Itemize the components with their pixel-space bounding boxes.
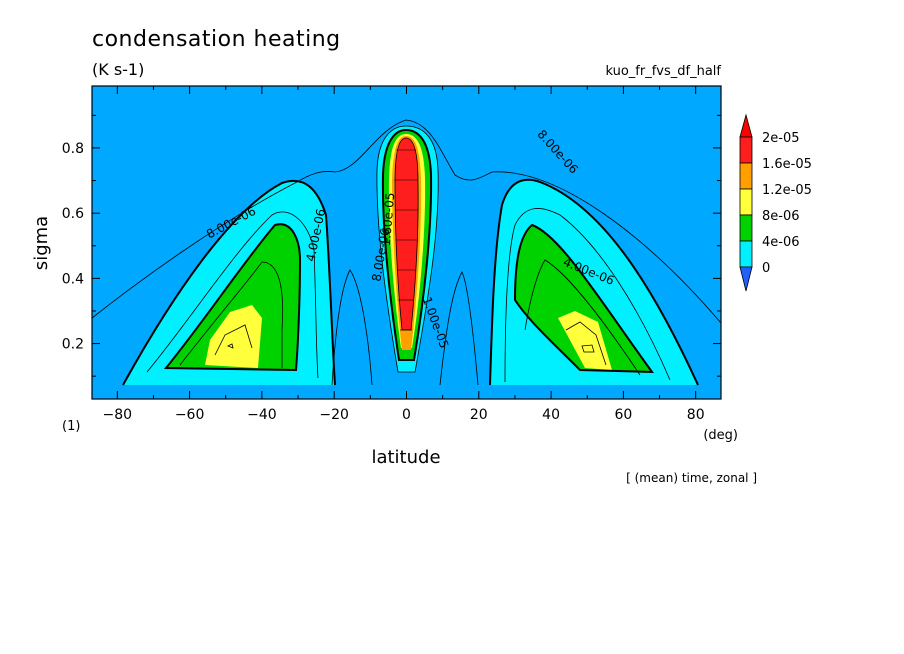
colorbar-label: 8e-06 — [762, 209, 800, 224]
x-tick-label: −40 — [247, 407, 277, 423]
colorbar-label: 1.6e-05 — [762, 157, 812, 172]
left-column-flank — [331, 269, 373, 386]
right-cell-inner-contour — [504, 208, 671, 383]
y-tick-label: 0.4 — [62, 271, 84, 287]
y-tick-label: 0.6 — [62, 206, 84, 222]
left-cell-contour-b — [214, 324, 253, 356]
left-cell-inner-contour — [146, 211, 319, 379]
left-cell-contour-a — [179, 261, 284, 368]
x-tick-label: 80 — [687, 407, 705, 423]
left-band-8e-06 — [166, 224, 300, 370]
right-cell-contour-a — [524, 259, 641, 376]
x-tick-label: −20 — [319, 407, 349, 423]
left-4e-06-contour — [122, 179, 336, 386]
x-tick-label: −80 — [103, 407, 133, 423]
colorbar-label: 0 — [762, 261, 770, 276]
contour-label: 1.60e-05 — [379, 192, 398, 247]
colorbar-under-arrow — [739, 266, 753, 292]
colorbar-swatch — [739, 162, 753, 190]
chart-units: (K s-1) — [92, 60, 144, 79]
y-axis-units: (1) — [62, 419, 80, 434]
colorbar-label: 1.2e-05 — [762, 183, 812, 198]
y-tick-label: 0.8 — [62, 141, 84, 157]
x-tick-label: 60 — [614, 407, 632, 423]
x-axis-units: (deg) — [703, 428, 738, 443]
x-axis-label: latitude — [371, 447, 440, 468]
column-8e-06-contour — [381, 128, 433, 361]
right-band-1.2e-05 — [558, 311, 612, 370]
colorbar-over-arrow — [739, 113, 753, 138]
right-8e-06-contour — [513, 223, 654, 374]
column-band-2e-05 — [395, 138, 419, 330]
colorbar-label: 4e-06 — [762, 235, 800, 250]
column-hatching — [394, 149, 418, 331]
x-tick-label: 0 — [402, 407, 411, 423]
x-tick-label: 40 — [542, 407, 560, 423]
y-axis: 0.2 0.4 0.6 0.8 — [62, 114, 721, 377]
y-axis-label: sigma — [31, 216, 52, 270]
column-contour-a — [376, 125, 439, 373]
left-cell-small-loop — [227, 343, 234, 349]
left-8e-06-contour — [163, 223, 302, 372]
left-band-1.2e-05 — [205, 305, 262, 368]
x-tick-label: −60 — [175, 407, 205, 423]
colorbar-swatch — [739, 240, 753, 268]
x-axis: −80 −60 −40 −20 0 20 40 60 80 — [103, 86, 705, 423]
plot-area: 4.00e-068.00e-064.00e-068.00e-068.00e-06… — [92, 86, 721, 399]
right-cell-contour-b — [565, 321, 607, 366]
right-column-flank — [439, 271, 479, 386]
right-4e-06-contour — [489, 178, 699, 386]
colorbar: 0 4e-06 8e-06 1.2e-05 1.6e-05 2e-05 — [739, 113, 812, 292]
footnote: [ (mean) time, zonal ] — [626, 471, 757, 485]
colorbar-swatch — [739, 136, 753, 164]
colorbar-swatch — [739, 214, 753, 242]
run-name: kuo_fr_fvs_df_half — [605, 64, 721, 79]
y-tick-label: 0.2 — [62, 337, 84, 353]
thick-contour-lines — [122, 128, 699, 386]
right-cell-small-loop — [581, 344, 595, 353]
chart-title: condensation heating — [92, 27, 341, 52]
colorbar-label: 2e-05 — [762, 131, 800, 146]
outer-contour — [92, 119, 721, 324]
colorbar-swatch — [739, 188, 753, 216]
right-band-8e-06 — [515, 225, 652, 372]
x-tick-label: 20 — [470, 407, 488, 423]
